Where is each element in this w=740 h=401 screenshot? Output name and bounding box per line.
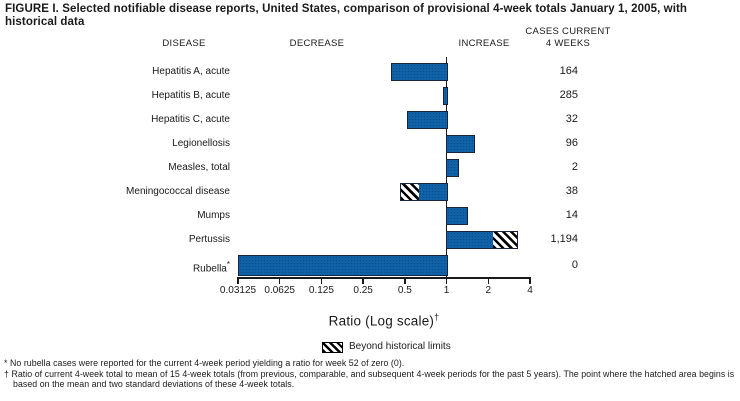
cases-value-hepatitis-b-acute: 285 xyxy=(559,89,578,101)
x-axis-tick xyxy=(487,278,489,284)
x-axis-tick xyxy=(529,278,531,284)
column-header-cases: CASES CURRENT 4 WEEKS xyxy=(513,26,623,50)
x-axis-tick-label: 1 xyxy=(443,285,450,296)
bar-hepatitis-c-acute xyxy=(407,111,448,129)
disease-label-legionellosis: Legionellosis xyxy=(2,138,230,149)
figure-title: FIGURE I. Selected notifiable disease re… xyxy=(5,3,688,28)
footnote-ratio-text: Ratio of current 4-week total to mean of… xyxy=(11,368,735,390)
bar-measles-total xyxy=(446,159,459,177)
disease-label-text: Legionellosis xyxy=(172,138,230,149)
cases-value-pertussis: 1,194 xyxy=(550,233,578,245)
column-header-disease: DISEASE xyxy=(162,38,206,49)
beyond-limit-hatch-meningococcal-disease xyxy=(400,184,419,200)
bar-legionellosis xyxy=(446,135,475,153)
x-axis-tick-label: 0.25 xyxy=(353,285,373,296)
x-axis-tick xyxy=(445,278,448,284)
disease-label-text: Hepatitis A, acute xyxy=(152,66,230,77)
cases-value-meningococcal-disease: 38 xyxy=(565,185,578,197)
disease-label-hepatitis-c-acute: Hepatitis C, acute xyxy=(2,114,230,125)
cases-value-legionellosis: 96 xyxy=(565,137,578,149)
x-axis-title: Ratio (Log scale)† xyxy=(234,312,534,329)
cases-value-hepatitis-a-acute: 164 xyxy=(559,65,578,77)
x-axis-tick-label: 4 xyxy=(527,285,533,296)
bar-hepatitis-b-acute xyxy=(442,87,448,105)
cases-value-rubella: 0 xyxy=(571,258,578,271)
cases-value-measles-total: 2 xyxy=(571,161,578,173)
disease-label-rubella: Rubella* xyxy=(2,260,230,274)
x-axis-line xyxy=(237,277,531,279)
beyond-limit-hatch-pertussis xyxy=(493,232,518,248)
x-axis-tick xyxy=(362,278,364,284)
disease-label-hepatitis-b-acute: Hepatitis B, acute xyxy=(2,90,230,101)
disease-label-pertussis: Pertussis xyxy=(2,234,230,245)
cases-value-mumps: 14 xyxy=(565,209,578,221)
x-axis-tick xyxy=(320,278,323,284)
cases-value-hepatitis-c-acute: 32 xyxy=(565,113,578,125)
disease-label-measles-total: Measles, total xyxy=(2,162,230,173)
column-header-decrease: DECREASE xyxy=(289,38,345,49)
disease-label-text: Mumps xyxy=(197,210,230,221)
bar-mumps xyxy=(446,207,469,225)
bar-meningococcal-disease xyxy=(399,183,448,201)
footnote-rubella-text: No rubella cases were reported for the c… xyxy=(9,358,405,368)
footnote-rubella-marker: * xyxy=(4,358,8,368)
x-axis-tick xyxy=(237,278,239,284)
column-header-cases-line2: 4 WEEKS xyxy=(545,38,591,49)
bar-pertussis xyxy=(446,231,519,249)
disease-label-text: Measles, total xyxy=(168,162,230,173)
x-axis-title-text: Ratio (Log scale) xyxy=(328,313,435,329)
column-header-cases-line1: CASES CURRENT xyxy=(525,26,611,37)
x-axis-tick-label: 0.0625 xyxy=(264,285,295,296)
disease-label-text: Rubella xyxy=(192,262,227,274)
disease-label-text: Hepatitis C, acute xyxy=(151,114,230,125)
legend-hatch-swatch xyxy=(322,342,343,353)
x-axis-tick-label: 0.03125 xyxy=(219,285,257,296)
bar-hepatitis-a-acute xyxy=(391,63,448,81)
disease-label-meningococcal-disease: Meningococcal disease xyxy=(2,186,230,197)
disease-label-hepatitis-a-acute: Hepatitis A, acute xyxy=(2,66,230,77)
disease-label-text: Meningococcal disease xyxy=(126,186,230,197)
column-header-increase: INCREASE xyxy=(458,38,510,49)
legend-label: Beyond historical limits xyxy=(349,341,451,352)
disease-label-text: Pertussis xyxy=(188,234,230,245)
x-axis-tick-label: 0.5 xyxy=(397,285,412,296)
footnote-block: * No rubella cases were reported for the… xyxy=(4,358,736,390)
disease-label-text: Hepatitis B, acute xyxy=(151,90,230,101)
footnote-ratio: † Ratio of current 4-week total to mean … xyxy=(4,369,740,390)
x-axis-tick xyxy=(404,278,406,284)
x-axis-tick-label: 2 xyxy=(485,285,492,296)
x-axis-tick xyxy=(279,278,281,284)
disease-label-asterisk: * xyxy=(226,259,230,269)
disease-label-mumps: Mumps xyxy=(2,210,230,221)
footnote-ratio-marker: † xyxy=(4,368,9,379)
bar-rubella xyxy=(238,255,448,276)
footnote-rubella: * No rubella cases were reported for the… xyxy=(4,358,740,369)
x-axis-title-dagger: † xyxy=(434,312,440,322)
x-axis-tick-label: 0.125 xyxy=(308,285,334,296)
